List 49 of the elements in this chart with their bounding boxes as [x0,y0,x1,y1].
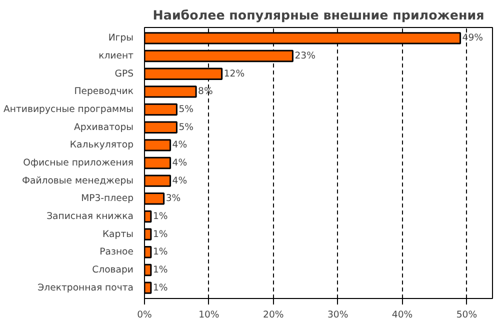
y-tick-label: Офисные приложения [23,158,134,168]
data-label: 3% [166,193,181,204]
bar [144,86,197,98]
x-tick-label: 30% [327,310,348,320]
data-label: 1% [152,264,168,276]
data-label: 8% [198,86,213,98]
data-label: 12% [224,68,245,80]
y-tick-label: MP3-плеер [81,193,134,204]
bar [144,246,152,258]
y-tick-label: Электронная почта [38,282,134,294]
y-tick-label: Архиваторы [74,122,134,133]
bar [144,228,152,240]
data-label: 1% [152,228,168,240]
y-tick-label: Антивирусные программы [4,104,134,116]
x-tick-label: 50% [456,310,478,320]
bar [144,139,172,152]
x-tick-label: 20% [263,310,284,320]
x-tick-label: 0% [137,310,152,320]
y-tick-label: клиент [98,50,134,62]
y-tick-label: GPS [114,68,134,80]
y-tick-label: Словари [92,264,134,276]
y-tick-label: Калькулятор [70,140,134,151]
data-label: 1% [152,282,168,294]
bar [144,103,178,116]
data-label: 4% [172,140,188,151]
x-tick-label: 10% [198,310,220,320]
data-label: 5% [178,104,194,116]
data-label: 49% [462,32,484,44]
data-label: 1% [152,246,168,258]
bar [144,156,172,170]
y-tick-label: Переводчик [74,86,134,98]
data-label: 4% [172,175,188,186]
bar [144,210,152,223]
x-tick-label: 40% [392,310,413,320]
y-tick-label: Разное [100,246,134,258]
y-tick-label: Игры [108,32,134,44]
bar [144,282,152,294]
bar [144,264,152,276]
bar [144,192,165,205]
bar [144,121,178,134]
y-tick-label: Карты [102,228,134,240]
data-label: 23% [294,50,316,62]
y-tick-label: Файловые менеджеры [22,175,134,186]
bar [144,174,172,187]
chart-title: Наиболее популярные внешние приложения [152,8,484,22]
data-label: 5% [178,122,194,133]
y-tick-label: Записная книжка [46,210,134,222]
data-label: 4% [172,158,188,168]
data-label: 1% [152,210,168,222]
